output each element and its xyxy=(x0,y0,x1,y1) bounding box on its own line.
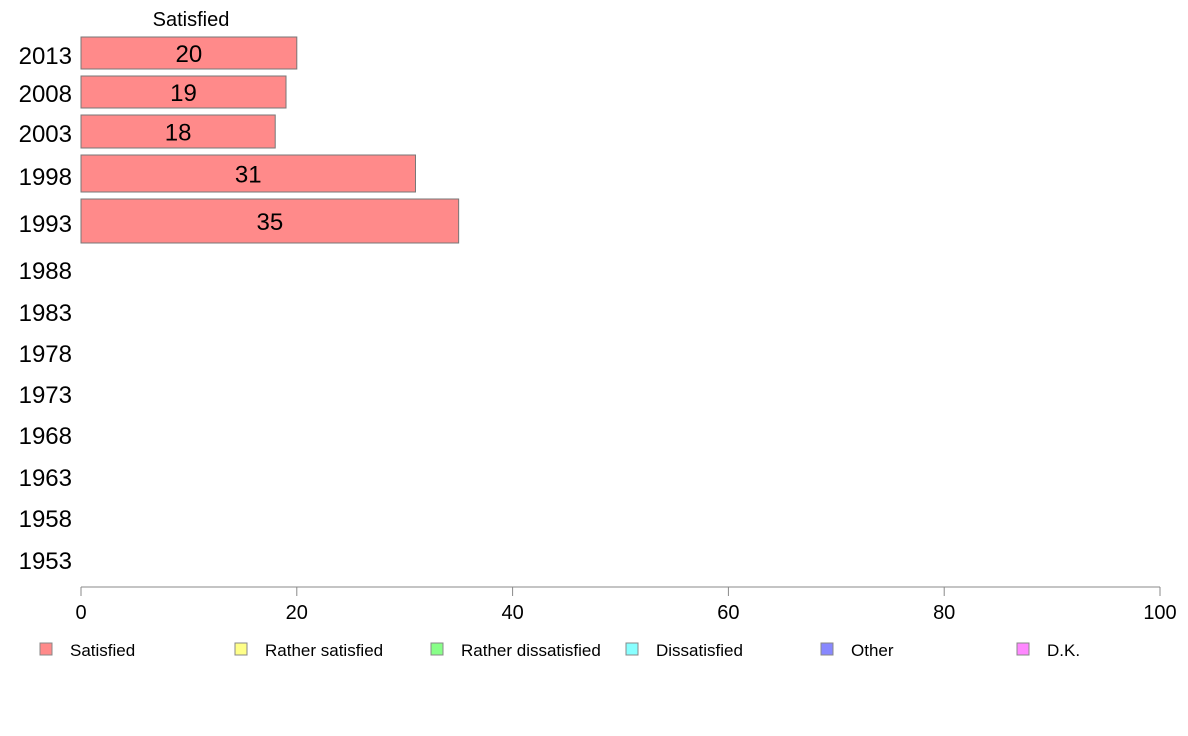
legend-label-3: Dissatisfied xyxy=(656,641,743,660)
bar-2008 xyxy=(80,75,287,109)
year-label-1973: 1973 xyxy=(19,382,72,409)
legend-swatch-3 xyxy=(625,642,639,656)
year-label-1978: 1978 xyxy=(19,341,72,368)
year-label-1993: 1993 xyxy=(19,211,72,238)
x-tick-label-100: 100 xyxy=(1143,602,1176,624)
year-label-2013: 2013 xyxy=(19,43,72,70)
legend-label-4: Other xyxy=(851,641,894,660)
x-tick-label-20: 20 xyxy=(286,602,308,624)
x-tick-label-0: 0 xyxy=(75,602,86,624)
bar-2003 xyxy=(80,114,276,149)
year-label-1958: 1958 xyxy=(19,506,72,533)
bar-2013 xyxy=(80,36,298,70)
bar-label-2008: 19 xyxy=(170,80,197,107)
year-label-1968: 1968 xyxy=(19,423,72,450)
series-header: Satisfied xyxy=(153,9,230,31)
legend-label-0: Satisfied xyxy=(70,641,135,660)
year-label-1983: 1983 xyxy=(19,300,72,327)
x-tick-label-60: 60 xyxy=(717,602,739,624)
legend-swatch-2 xyxy=(430,642,444,656)
bar-1993 xyxy=(80,198,460,244)
x-tick-label-80: 80 xyxy=(933,602,955,624)
year-label-2003: 2003 xyxy=(19,121,72,148)
bar-labels-group: 20 19 18 31 35 xyxy=(165,41,283,236)
x-axis: 0 20 40 60 80 100 xyxy=(75,586,1177,624)
bar-label-2003: 18 xyxy=(165,120,192,147)
year-label-1953: 1953 xyxy=(19,548,72,575)
year-label-1988: 1988 xyxy=(19,258,72,285)
legend-swatch-4 xyxy=(820,642,834,656)
x-tick-label-40: 40 xyxy=(501,602,523,624)
legend-swatch-5 xyxy=(1016,642,1030,656)
legend-label-1: Rather satisfied xyxy=(265,641,383,660)
bar-1998 xyxy=(80,154,416,193)
legend-label-5: D.K. xyxy=(1047,641,1080,660)
bar-label-1993: 35 xyxy=(256,209,283,236)
legend-swatch-1 xyxy=(234,642,248,656)
bar-label-1998: 31 xyxy=(235,162,262,189)
year-label-2008: 2008 xyxy=(19,81,72,108)
legend-swatch-0 xyxy=(39,642,53,656)
bar-label-2013: 20 xyxy=(176,41,203,68)
legend-label-2: Rather dissatisfied xyxy=(461,641,601,660)
bars-group xyxy=(80,36,460,244)
year-label-1963: 1963 xyxy=(19,465,72,492)
year-labels-group: 2013 2008 2003 1998 1993 1988 1983 1978 1973 1968… xyxy=(19,43,72,575)
legend: Satisfied Rather satisfied Rather dissatis… xyxy=(39,641,1080,660)
year-label-1998: 1998 xyxy=(19,164,72,191)
